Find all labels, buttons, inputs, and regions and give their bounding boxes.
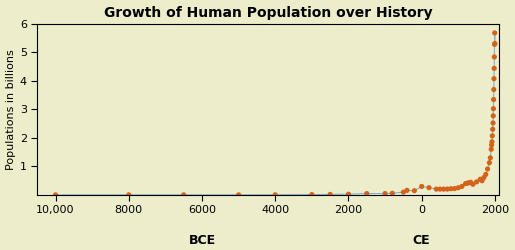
Point [491,31,499,35]
Point [476,177,485,181]
Point [488,134,496,138]
Text: CE: CE [413,234,431,247]
Point [271,193,279,197]
Point [490,42,499,46]
Point [489,107,497,111]
Point [461,182,470,186]
Point [399,190,407,194]
Y-axis label: Populations in billions: Populations in billions [6,49,15,170]
Point [363,192,371,196]
Point [308,192,316,196]
Point [381,192,389,196]
Title: Growth of Human Population over History: Growth of Human Population over History [104,6,432,20]
Point [486,156,494,160]
Point [326,192,334,196]
Point [469,182,477,186]
Text: BCE: BCE [188,234,216,247]
Point [467,180,475,184]
Point [458,184,466,188]
Point [345,192,353,196]
Point [490,77,498,81]
Point [485,161,493,165]
Point [488,143,496,147]
Point [439,187,448,191]
Point [447,187,455,191]
Point [490,55,499,59]
Point [490,66,499,70]
Point [403,188,411,192]
Point [489,114,497,118]
Point [436,187,444,191]
Point [451,186,459,190]
Point [472,180,480,184]
Point [489,121,497,125]
Point [180,193,188,197]
Point [443,187,452,191]
Point [487,147,495,151]
Point [478,179,486,183]
Point [464,181,472,185]
Point [489,127,497,131]
Point [490,88,498,92]
Point [410,189,419,193]
Point [488,140,496,144]
Point [489,98,497,102]
Point [454,186,462,190]
Point [484,167,492,171]
Point [480,176,488,180]
Point [125,193,133,197]
Point [388,191,397,195]
Point [491,42,499,46]
Point [52,193,60,197]
Point [425,186,433,190]
Point [418,184,426,188]
Point [432,187,440,191]
Point [465,181,473,185]
Point [234,193,243,197]
Point [482,172,490,176]
